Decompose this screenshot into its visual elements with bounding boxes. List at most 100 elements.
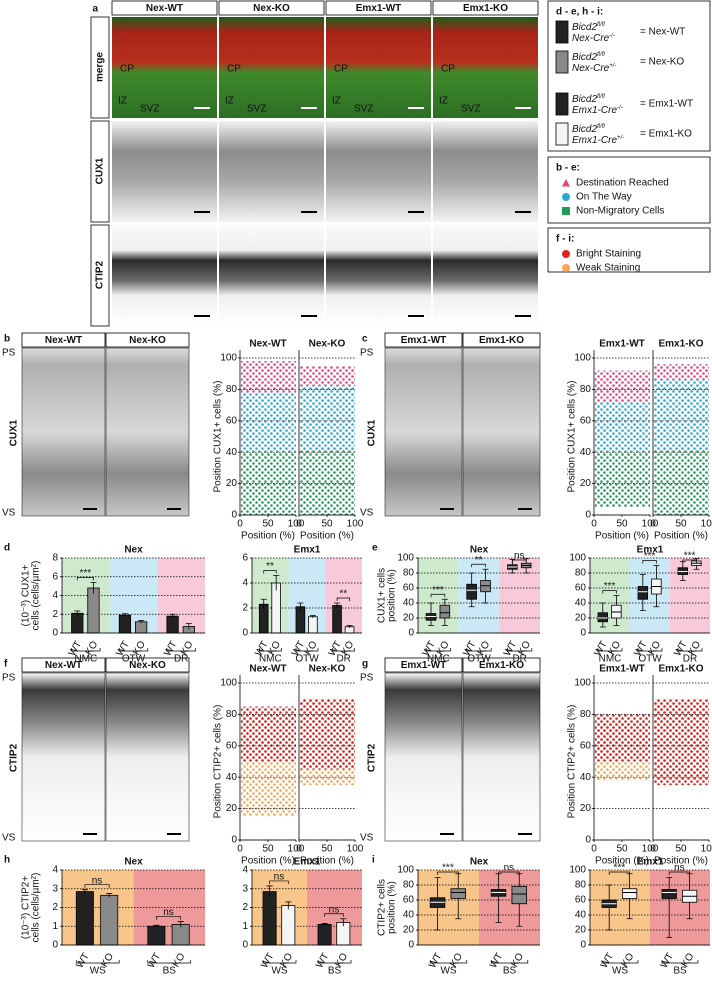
group-bracket <box>507 648 533 652</box>
group-label: NMC <box>74 654 97 665</box>
y-tick-label: 0 <box>242 628 248 639</box>
category-background <box>499 558 540 633</box>
axis-label: Position (%) <box>241 531 295 542</box>
error-bar <box>185 623 192 630</box>
position-label: PS <box>2 673 16 684</box>
region-label: CP <box>227 64 241 75</box>
y-tick-label: 2 <box>52 609 58 620</box>
y-tick-label: 40 <box>403 910 415 921</box>
panel-label: d <box>4 543 10 554</box>
point-cloud <box>595 452 650 508</box>
legend-label: = Emx1-WT <box>640 99 693 110</box>
column-header: Nex-KO <box>129 660 166 671</box>
y-tick-label: 60 <box>403 895 415 906</box>
group-label: WS <box>612 966 628 977</box>
error-bar <box>138 619 145 624</box>
gene: Bicd2 <box>572 124 597 135</box>
legend-title: d - e, h - i: <box>556 7 603 18</box>
axis-label: Position (%) <box>654 856 708 867</box>
x-tick-label: 0 <box>591 844 597 855</box>
group-label: NMC <box>259 654 282 665</box>
significance-bracket <box>84 884 110 888</box>
y-tick-label: 100 <box>397 865 414 876</box>
legend-genotype: Bicd2fl/fl <box>572 124 605 135</box>
y-tick-label: 80 <box>403 568 415 579</box>
plot-title: Nex-KO <box>309 339 346 350</box>
x-tick-label: 100 <box>642 844 659 855</box>
chart-title: Nex <box>124 545 143 556</box>
column-header: Emx1-KO <box>463 3 508 14</box>
column-header-box <box>218 0 325 16</box>
y-tick-label: 40 <box>403 598 415 609</box>
micrograph <box>105 347 190 517</box>
row-label: CTIP2 <box>95 260 106 289</box>
significance-bracket <box>336 597 350 601</box>
group-bracket <box>295 648 319 652</box>
legend-title: f - i: <box>556 234 574 245</box>
column-header-box <box>105 332 190 348</box>
stain-label: CUX1 <box>367 419 378 446</box>
column-header-box <box>105 657 190 673</box>
significance-bracket <box>682 559 697 563</box>
y-tick-label: 0 <box>231 510 237 521</box>
y-tick-label: 20 <box>226 478 238 489</box>
axis-label: CTIP2+ cells <box>377 879 388 936</box>
group-bracket <box>466 648 492 652</box>
y-tick-label: 1 <box>52 921 58 932</box>
y-tick-label: 0 <box>585 510 591 521</box>
category-background <box>479 870 540 945</box>
x-tick-label: 0 <box>237 844 243 855</box>
significance-bracket <box>511 559 527 563</box>
group-label: WS <box>271 966 287 977</box>
error-bar <box>321 923 328 926</box>
chart-title: Emx1 <box>294 857 321 868</box>
legend-label: = Emx1-KO <box>640 129 692 140</box>
legend-box <box>547 0 711 152</box>
panel-label: c <box>362 334 368 345</box>
category-background <box>325 558 362 633</box>
gene: Bicd2 <box>572 52 597 63</box>
x-tick-label: 0 <box>237 519 243 530</box>
y-tick-label: 40 <box>580 447 592 458</box>
y-tick-label: 80 <box>226 384 238 395</box>
group-label: OTW <box>638 654 662 665</box>
category-background <box>590 870 650 945</box>
x-tick-label: WT <box>146 951 163 970</box>
legend-text: Destination Reached <box>576 178 669 189</box>
column-header: Nex-KO <box>129 335 166 346</box>
error-bar <box>340 918 347 927</box>
group-label: DR <box>512 654 526 665</box>
legend-genotype: Nex-Cre-/- <box>572 33 615 44</box>
legend-text: Bright Staining <box>576 249 641 260</box>
group-bracket <box>166 648 196 652</box>
x-tick-label: 50 <box>321 519 333 530</box>
y-tick-label: 4 <box>242 865 248 876</box>
bar <box>100 894 119 946</box>
region-label: CP <box>120 64 134 75</box>
axis-label: Position (%) <box>300 856 354 867</box>
column-header-box <box>21 657 106 673</box>
group-bracket <box>429 960 468 964</box>
chart-title: Emx1 <box>637 545 664 556</box>
error-bar <box>153 924 160 928</box>
cre: Emx1-Cre <box>572 135 617 146</box>
axis-label: Position (%) <box>595 531 649 542</box>
y-tick-label: 0 <box>52 940 58 951</box>
y-tick-label: 2 <box>242 902 248 913</box>
point-cloud <box>300 449 355 515</box>
y-tick-label: 20 <box>580 478 592 489</box>
x-tick-label: 0 <box>591 519 597 530</box>
y-tick-label: 20 <box>403 613 415 624</box>
plot-title: Emx1-WT <box>599 664 645 675</box>
bar <box>135 621 148 634</box>
significance-label: ns <box>674 863 685 874</box>
group-bracket <box>490 960 529 964</box>
legend-text: Weak Staining <box>576 263 640 274</box>
y-tick-label: 20 <box>575 613 587 624</box>
y-tick-label: 60 <box>580 740 592 751</box>
box <box>439 604 451 619</box>
category-background <box>133 870 205 945</box>
error-bar <box>334 602 341 608</box>
group-label: DR <box>683 654 697 665</box>
y-tick-label: 8 <box>52 553 58 564</box>
